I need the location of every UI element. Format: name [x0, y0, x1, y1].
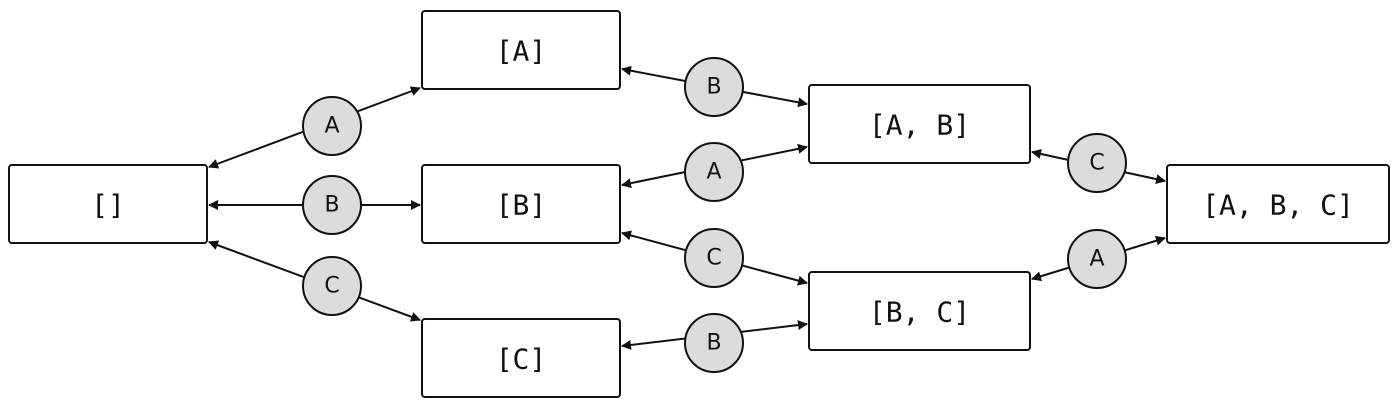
edge-label-circle: [1067, 229, 1127, 289]
edge-label: A: [1089, 247, 1104, 272]
nodes-layer: [] [A] [B] [C] [A, B] [B, C] [A, B, C]: [8, 10, 1390, 398]
edge-label-circle: [684, 313, 744, 373]
edge-label: B: [706, 75, 721, 100]
edge-label-circle: [302, 175, 362, 235]
edge-label-circle: [1067, 133, 1127, 193]
edge-label-circle: [684, 228, 744, 288]
node-label: [B, C]: [869, 296, 970, 329]
node-box: [421, 164, 621, 244]
node-ab: [A, B]: [808, 84, 1031, 164]
edge-B-AB: A: [621, 142, 808, 202]
node-empty: []: [8, 164, 208, 244]
edge-label: A: [324, 114, 339, 139]
edge-label: C: [324, 274, 339, 299]
node-label: [A, B]: [869, 109, 970, 142]
node-label: []: [91, 189, 125, 222]
edge-label: B: [324, 193, 339, 218]
edge-C-BC: B: [621, 313, 808, 373]
node-box: [808, 84, 1031, 164]
edge-label-circle: [684, 142, 744, 202]
edge-empty-B: B: [208, 175, 421, 235]
edge-label: C: [1089, 151, 1104, 176]
edge-label-circle: [684, 57, 744, 117]
node-c: [C]: [421, 318, 621, 398]
edge-empty-A: A: [208, 86, 421, 169]
node-b: [B]: [421, 164, 621, 244]
node-bc: [B, C]: [808, 271, 1031, 351]
node-label: [A]: [496, 35, 547, 68]
node-label: [B]: [496, 189, 547, 222]
edge-B-BC: C: [621, 228, 808, 288]
edges-layer: A B C B A C B C A: [208, 57, 1166, 373]
edge-empty-C: C: [208, 240, 421, 322]
node-box: [421, 318, 621, 398]
edge-BC-ABC: A: [1031, 229, 1166, 289]
edge-label: C: [706, 246, 721, 271]
node-box: [808, 271, 1031, 351]
node-a: [A]: [421, 10, 621, 90]
node-box: [8, 164, 208, 244]
node-box: [1166, 164, 1390, 244]
node-label: [A, B, C]: [1202, 189, 1354, 222]
edge-A-AB: B: [621, 57, 808, 117]
node-label: [C]: [496, 343, 547, 376]
edge-AB-ABC: C: [1031, 133, 1166, 193]
edge-label-circle: [302, 256, 362, 316]
edge-label-circle: [302, 96, 362, 156]
edge-label: B: [706, 331, 721, 356]
edge-label: A: [706, 160, 721, 185]
node-abc: [A, B, C]: [1166, 164, 1390, 244]
node-box: [421, 10, 621, 90]
